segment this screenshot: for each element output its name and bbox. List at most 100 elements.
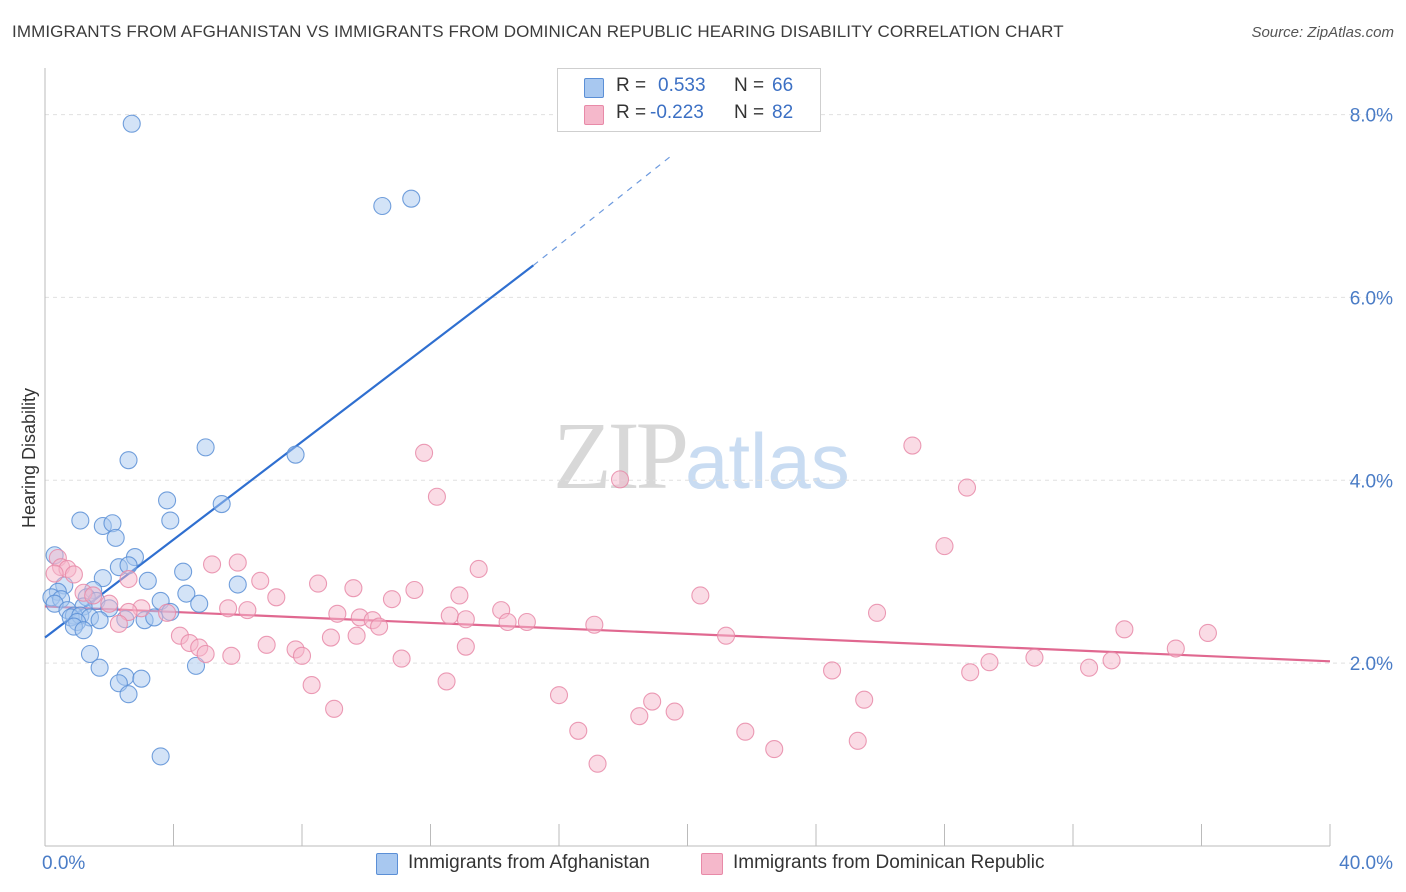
data-point [456, 610, 475, 629]
data-point [196, 644, 215, 664]
data-point [630, 707, 649, 726]
data-point [302, 676, 321, 695]
data-point [138, 571, 157, 590]
n-label: N = [734, 102, 765, 123]
data-point [1080, 658, 1099, 677]
data-point [440, 606, 459, 625]
data-point [344, 579, 363, 598]
data-point [309, 574, 328, 593]
data-point [190, 594, 209, 613]
r-value: -0.223 [650, 102, 704, 123]
data-point [456, 637, 475, 656]
data-point [90, 611, 109, 630]
data-point [549, 686, 569, 705]
data-point [158, 491, 177, 510]
axes [44, 68, 1331, 847]
data-point [119, 685, 138, 704]
data-point [222, 646, 241, 665]
data-point [437, 672, 456, 691]
data-point [405, 580, 424, 600]
data-point [569, 721, 588, 740]
data-point [132, 669, 151, 688]
trend-line-extension [532, 155, 672, 266]
r-label: R = [616, 75, 647, 96]
data-point [643, 692, 662, 711]
data-point [980, 653, 999, 672]
data-points [42, 114, 1217, 773]
data-point [219, 599, 238, 618]
y-tick-label: 2.0% [1350, 654, 1393, 675]
data-point [716, 626, 736, 645]
data-point [427, 487, 446, 506]
data-point [957, 478, 977, 497]
y-axis-label: Hearing Disability [19, 388, 39, 528]
data-point [585, 615, 604, 634]
data-point [867, 603, 887, 622]
data-point [71, 511, 90, 530]
data-point [103, 514, 122, 533]
data-point [174, 562, 193, 581]
data-point [119, 602, 138, 621]
watermark: ZIPatlas [553, 400, 850, 511]
x-tick-label: 0.0% [42, 853, 85, 874]
data-point [765, 740, 784, 759]
data-point [848, 731, 867, 750]
y-tick-label: 4.0% [1350, 471, 1393, 492]
data-point [64, 565, 83, 584]
legend-label: Immigrants from Dominican Republic [733, 852, 1045, 873]
stats-row-afghanistan: R = 0.533 N = 66 [558, 75, 820, 101]
r-value: 0.533 [658, 75, 706, 96]
data-point [610, 470, 630, 489]
data-point [498, 612, 517, 632]
data-point [196, 438, 215, 457]
data-point [469, 559, 488, 579]
trend-line [44, 605, 1331, 663]
data-point [517, 612, 536, 632]
data-point [267, 588, 286, 607]
data-point [691, 586, 710, 605]
data-point [106, 528, 125, 547]
data-point [588, 754, 607, 773]
data-point [373, 196, 392, 216]
data-point [186, 656, 206, 675]
chart-title: IMMIGRANTS FROM AFGHANISTAN VS IMMIGRANT… [12, 22, 1064, 41]
r-label: R = [616, 102, 647, 123]
stats-row-dominican: R = -0.223 N = 82 [558, 102, 820, 128]
data-point [392, 649, 411, 668]
data-point [347, 626, 366, 645]
data-point [257, 635, 276, 654]
source-label: Source: ZipAtlas.com [1251, 24, 1394, 41]
data-point [370, 617, 389, 636]
legend: Immigrants from Afghanistan Immigrants f… [0, 850, 1406, 880]
data-point [100, 594, 119, 613]
data-point [90, 658, 109, 677]
data-point [84, 586, 103, 605]
data-point [855, 690, 874, 709]
stats-swatch-dominican [584, 105, 604, 125]
data-point [450, 586, 469, 605]
data-point [935, 537, 954, 556]
y-tick-label: 6.0% [1350, 288, 1393, 309]
data-point [1198, 623, 1217, 643]
legend-swatch-afghanistan [376, 853, 398, 875]
data-point [93, 569, 112, 588]
data-point [325, 699, 344, 718]
data-point [228, 575, 247, 594]
data-point [961, 663, 980, 682]
data-point [161, 511, 180, 530]
data-point [665, 702, 684, 721]
legend-label: Immigrants from Afghanistan [408, 852, 650, 873]
stats-box: R = 0.533 N = 66 R = -0.223 N = 82 [557, 68, 821, 132]
watermark-atlas: atlas [685, 417, 850, 505]
data-point [80, 644, 100, 664]
data-point [1025, 648, 1044, 667]
data-point [286, 445, 305, 464]
tick-labels: 2.0% 4.0% 6.0% 8.0% 0.0% 40.0% Hearing Disabil… [19, 106, 1393, 874]
x-tick-label: 40.0% [1339, 853, 1393, 874]
data-point [177, 584, 196, 603]
data-point [151, 747, 170, 766]
stats-swatch-afghanistan [584, 78, 604, 98]
data-point [321, 628, 340, 647]
n-value: 82 [772, 102, 794, 123]
